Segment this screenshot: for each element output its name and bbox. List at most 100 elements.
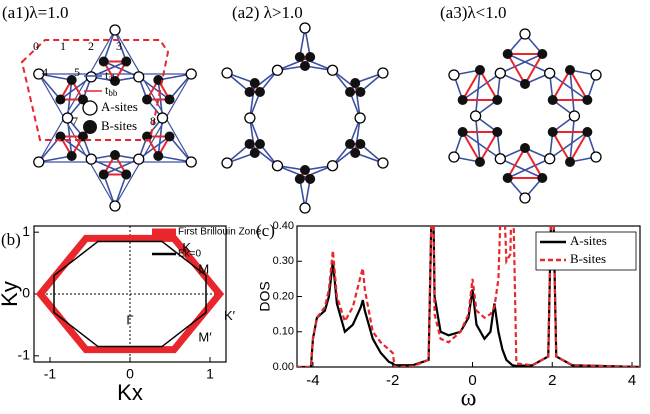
y-tick-label: 0 <box>22 285 30 301</box>
b-site <box>110 150 120 160</box>
lattice-panels <box>33 22 602 214</box>
a-site <box>61 112 74 124</box>
b-site <box>355 87 366 97</box>
legend-label: A-sites <box>101 99 138 114</box>
legend-a-site <box>82 100 98 116</box>
a-site <box>544 153 556 165</box>
site-number: 7 <box>72 114 78 128</box>
bond <box>462 131 501 160</box>
b-site <box>300 61 310 71</box>
legend-label: B-sites <box>101 118 137 133</box>
annotation: M <box>198 261 209 276</box>
a-site <box>590 151 602 163</box>
y-tick-label: 0.40 <box>273 220 294 232</box>
a-site <box>271 64 284 76</box>
b-site <box>474 157 485 167</box>
b-site <box>305 174 316 184</box>
b-site <box>355 139 366 149</box>
bond <box>569 115 576 163</box>
a-site <box>109 200 121 212</box>
a-site <box>494 67 506 79</box>
bond <box>277 164 311 180</box>
bond <box>506 53 526 85</box>
site-number: 0 <box>33 39 39 53</box>
a-site <box>33 156 45 168</box>
a-site <box>326 64 339 76</box>
b-site <box>249 148 260 158</box>
legend-label: A-sites <box>570 233 607 248</box>
bond <box>462 72 501 101</box>
b-site <box>350 78 361 88</box>
annotation: K <box>182 240 191 255</box>
panel-label: (c) <box>256 221 275 240</box>
a-site <box>156 112 169 124</box>
a-site <box>85 71 97 83</box>
bond <box>506 147 526 179</box>
bond <box>332 143 361 167</box>
a-site <box>299 202 311 214</box>
b-site <box>520 143 530 153</box>
b-site <box>164 94 175 105</box>
polygon-series <box>35 234 225 354</box>
b-site <box>565 157 576 167</box>
line-series <box>297 226 640 367</box>
a-site <box>185 156 197 168</box>
b-site <box>254 87 265 97</box>
b-site <box>142 94 153 105</box>
legend-b-site <box>83 120 97 134</box>
b-site <box>244 87 255 97</box>
site-number: 1 <box>60 39 66 53</box>
a-site <box>271 160 284 172</box>
b-site <box>294 174 305 184</box>
bond <box>249 117 256 154</box>
legend-label: tab <box>105 68 117 83</box>
x-tick-label: -2 <box>386 372 399 389</box>
b-site <box>305 52 316 62</box>
annotation: K′ <box>224 308 236 323</box>
bond <box>507 53 551 74</box>
a-site <box>33 68 45 80</box>
plot-area <box>297 226 640 367</box>
unit-cell <box>20 39 170 141</box>
bond <box>479 69 499 101</box>
x-tick-label: 0 <box>468 372 476 389</box>
b-site <box>121 56 132 67</box>
a-site <box>519 192 531 204</box>
a-site <box>377 67 389 79</box>
bond <box>524 147 544 179</box>
b-site <box>474 65 485 75</box>
b-site <box>66 75 77 85</box>
b-site <box>98 56 109 67</box>
a-site <box>244 112 256 124</box>
brillouin-zone-chart: -1 0 1 -1 0 1 Kx Ky (b) First Brillouin Zone Ek=0 Γ… <box>0 223 262 405</box>
a-site <box>377 157 389 169</box>
bond <box>277 56 311 72</box>
a-site <box>448 69 460 81</box>
b-site <box>121 169 132 180</box>
annotation: M′ <box>198 329 212 344</box>
bond <box>114 73 192 207</box>
bond <box>569 131 589 163</box>
b-site <box>98 169 109 180</box>
a-site <box>133 71 145 83</box>
bond <box>507 158 551 179</box>
b-site <box>537 173 548 183</box>
bond <box>551 69 571 101</box>
legend-box <box>535 231 637 271</box>
x-tick-label: 1 <box>206 366 214 382</box>
site-number: 6 <box>58 92 64 106</box>
x-axis-label: ω <box>461 386 477 412</box>
bond <box>569 69 589 101</box>
bond <box>354 82 361 119</box>
bond <box>551 131 571 163</box>
a-site <box>133 153 145 165</box>
panel-label: (a2) λ>1.0 <box>232 3 303 22</box>
site-number: 3 <box>116 39 122 53</box>
a-site <box>544 67 556 79</box>
x-tick-label: 2 <box>548 372 556 389</box>
y-tick-label: 1 <box>22 223 30 239</box>
legend-label: First Brillouin Zone <box>178 227 262 238</box>
bond <box>524 53 544 85</box>
b-site <box>55 94 66 105</box>
